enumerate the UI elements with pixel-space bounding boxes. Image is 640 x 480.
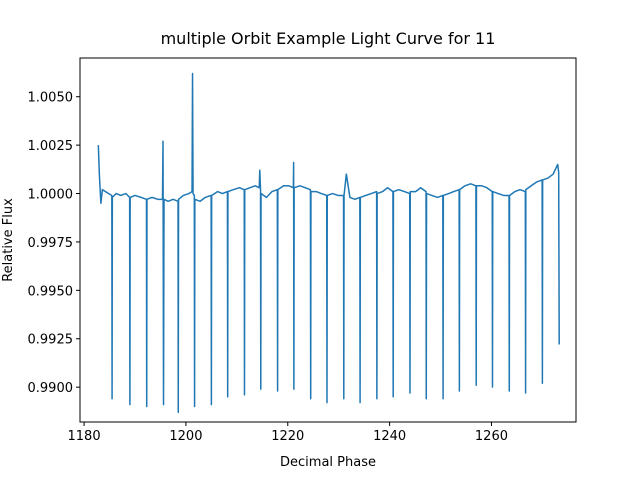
y-tick-label: 0.9900: [28, 381, 74, 396]
y-tick-label: 1.0025: [28, 139, 74, 154]
plot-frame: [79, 57, 577, 423]
x-tick-label: 1200: [169, 429, 202, 444]
y-axis-label: Relative Flux: [1, 198, 16, 282]
y-tick-label: 0.9925: [28, 333, 74, 348]
y-tick-label: 0.9950: [28, 284, 74, 299]
y-tick-label: 0.9975: [28, 236, 74, 251]
x-axis-label: Decimal Phase: [280, 455, 376, 470]
y-tick-label: 1.0000: [28, 188, 74, 203]
chart-title: multiple Orbit Example Light Curve for 1…: [161, 29, 496, 48]
data-line: [97, 72, 560, 414]
x-tick-label: 1220: [271, 429, 304, 444]
y-tick-label: 1.0050: [28, 91, 74, 106]
x-tick-label: 1180: [68, 429, 101, 444]
x-tick-label: 1260: [475, 429, 508, 444]
x-tick-label: 1240: [373, 429, 406, 444]
